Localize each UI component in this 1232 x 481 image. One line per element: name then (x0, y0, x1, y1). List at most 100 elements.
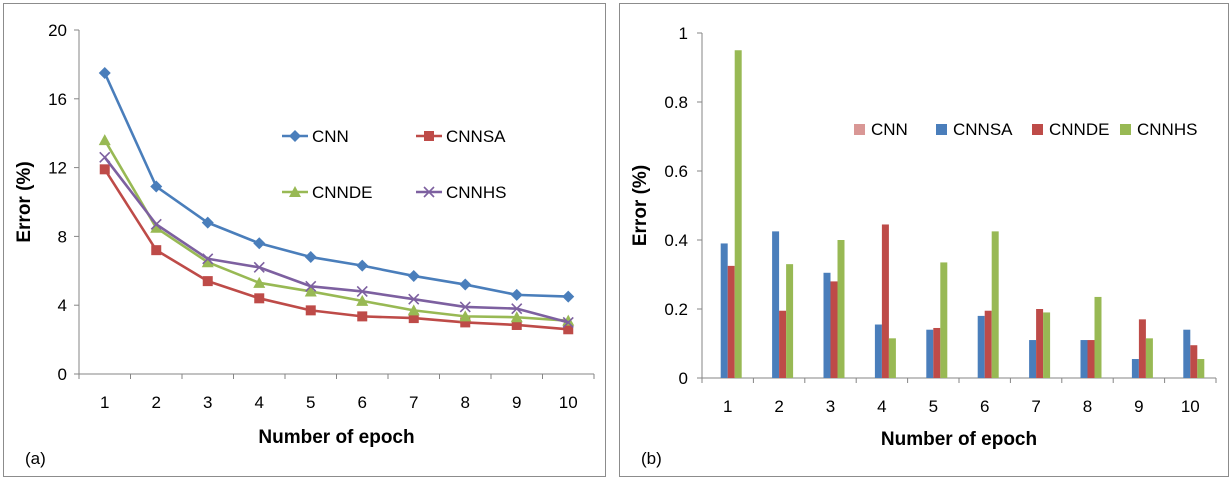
data-point (408, 313, 419, 324)
data-point (202, 253, 214, 265)
data-point (98, 67, 111, 79)
bar (874, 324, 882, 378)
x-tick-label: 7 (409, 393, 418, 412)
bar (1036, 309, 1044, 378)
series-line-cnnsa (103, 168, 569, 331)
data-point (357, 311, 368, 322)
legend-label: CNN (312, 127, 349, 146)
data-point (305, 280, 317, 292)
series-line-cnnde (103, 139, 569, 322)
bar (1145, 338, 1153, 378)
y-axis-title: Error (%) (630, 165, 651, 246)
legend-swatch (1032, 124, 1043, 135)
bar (1029, 340, 1037, 378)
legend-label: CNNSA (446, 127, 506, 146)
chart-panel-b: 0 0.2 0.4 0.6 0.8 1 1 2 3 4 5 6 7 8 9 10 Number of epoch… (619, 3, 1229, 477)
panel-label: (b) (641, 449, 662, 468)
y-tick-label: 20 (48, 21, 67, 40)
bar (1131, 359, 1139, 378)
bar (830, 281, 838, 378)
data-point (202, 276, 213, 287)
data-point (98, 134, 111, 146)
bar (1094, 296, 1102, 378)
bar (1197, 359, 1205, 378)
bar (720, 243, 728, 378)
bar (1087, 340, 1095, 378)
data-point (201, 256, 214, 268)
data-point (408, 293, 420, 305)
legend-marker (289, 130, 301, 142)
x-tick-label: 4 (255, 393, 264, 412)
x-tick-label: 2 (774, 397, 783, 416)
x-tick-label: 2 (152, 393, 161, 412)
data-point (460, 317, 471, 328)
bar (991, 231, 999, 378)
series-line-cnnhs (103, 156, 569, 324)
y-tick-label: 0.6 (664, 162, 688, 181)
y-tick-label: 0.2 (664, 300, 688, 319)
y-axis-title: Error (%) (14, 161, 35, 242)
legend-label: CNN (871, 120, 908, 139)
data-point (563, 324, 574, 335)
legend-swatch (936, 124, 947, 135)
panel-label: (a) (25, 449, 46, 468)
x-tick-label: 6 (358, 393, 367, 412)
data-point (562, 290, 575, 303)
bar (727, 265, 735, 378)
data-point (407, 304, 420, 316)
legend-label: CNNDE (1049, 120, 1109, 139)
data-point (305, 305, 316, 316)
bar (933, 327, 941, 378)
bar (837, 240, 845, 378)
data-point (254, 293, 265, 304)
x-tick-label: 6 (980, 397, 989, 416)
data-point (151, 245, 162, 256)
bar (772, 231, 780, 378)
data-point (99, 151, 111, 163)
legend-marker (289, 186, 301, 197)
data-point (304, 285, 317, 297)
data-point (201, 216, 214, 229)
bar (786, 264, 794, 378)
data-point (253, 261, 265, 273)
data-point (407, 269, 420, 282)
bar (823, 272, 831, 378)
x-tick-label: 10 (1181, 397, 1200, 416)
x-tick-label: 8 (1083, 397, 1092, 416)
data-point (562, 316, 574, 328)
y-tick-label: 0 (58, 365, 67, 384)
data-point (511, 319, 522, 330)
bar (1183, 329, 1191, 378)
legend-marker (424, 131, 434, 141)
x-tick-label: 7 (1031, 397, 1040, 416)
legend-marker (423, 186, 435, 198)
bar-chart: 0 0.2 0.4 0.6 0.8 1 1 2 3 4 5 6 7 8 9 10 Number of epoch… (630, 24, 1217, 468)
x-tick-label: 3 (826, 397, 835, 416)
bar (734, 50, 742, 378)
bar (984, 310, 992, 378)
data-point (356, 294, 369, 306)
y-tick-label: 16 (48, 90, 67, 109)
bar (1043, 312, 1051, 378)
series-line-cnn (103, 72, 569, 298)
data-point (459, 310, 472, 322)
y-tick-label: 4 (58, 296, 67, 315)
bar (881, 224, 889, 378)
legend-label: CNNSA (953, 120, 1013, 139)
bar (940, 262, 948, 378)
legend-label: CNNHS (1137, 120, 1197, 139)
x-tick-label: 5 (306, 393, 315, 412)
data-point (304, 251, 317, 264)
data-point (253, 237, 266, 250)
data-point (459, 278, 472, 291)
legend-label: CNNHS (446, 183, 506, 202)
data-point (99, 164, 110, 175)
data-point (510, 288, 523, 301)
bar (1080, 340, 1088, 378)
x-axis-title: Number of epoch (258, 427, 414, 448)
data-point (356, 259, 369, 272)
x-tick-label: 8 (461, 393, 470, 412)
y-tick-label: 0.8 (664, 93, 688, 112)
bar (1190, 345, 1198, 378)
